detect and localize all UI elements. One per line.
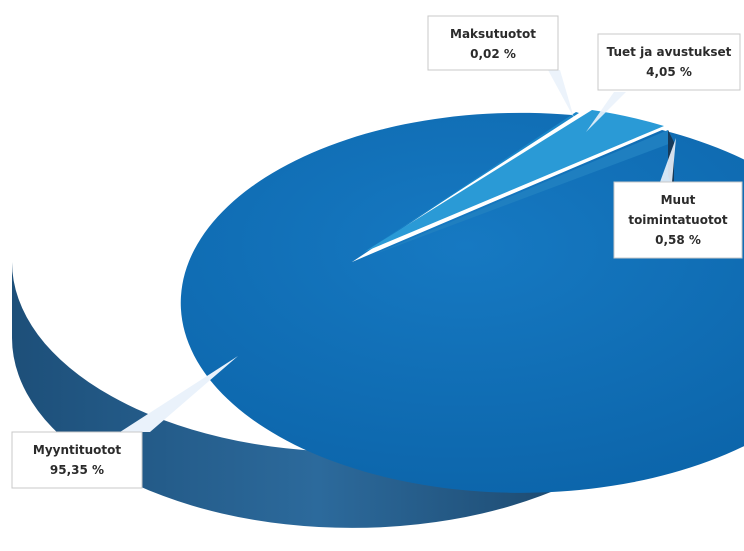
- callout-pointer-tuet: [586, 92, 626, 132]
- label-name-muut-line1: Muut: [661, 193, 696, 207]
- label-name-myyntituotot: Myyntituotot: [33, 443, 121, 457]
- pie-slice-myyntituotot: [180, 112, 744, 493]
- pie-slice-tuet-ja-avustukset: [364, 110, 664, 252]
- label-name-muut-line2: toimintatuotot: [628, 213, 728, 227]
- pie-slice-maksutuotot: [360, 112, 579, 255]
- label-value-myyntituotot: 95,35 %: [50, 463, 104, 477]
- data-label-myyntituotot: Myyntituotot 95,35 %: [11, 431, 143, 489]
- label-value-muut: 0,58 %: [655, 233, 701, 247]
- label-value-maksutuotot: 0,02 %: [470, 47, 516, 61]
- callout-pointer-myyntituotot: [120, 356, 238, 432]
- label-name-tuet: Tuet ja avustukset: [607, 45, 732, 59]
- callout-pointer-maksutuotot: [548, 70, 574, 118]
- data-label-muut-toimintatuotot: Muut toimintatuotot 0,58 %: [613, 181, 743, 259]
- callout-pointer-muut: [660, 138, 676, 182]
- label-name-maksutuotot: Maksutuotot: [450, 27, 536, 41]
- data-label-maksutuotot: Maksutuotot 0,02 %: [427, 15, 559, 71]
- data-label-tuet-ja-avustukset: Tuet ja avustukset 4,05 %: [597, 33, 741, 91]
- pie-slice-muut-toimintatuotot: [370, 130, 674, 256]
- label-value-tuet: 4,05 %: [646, 65, 692, 79]
